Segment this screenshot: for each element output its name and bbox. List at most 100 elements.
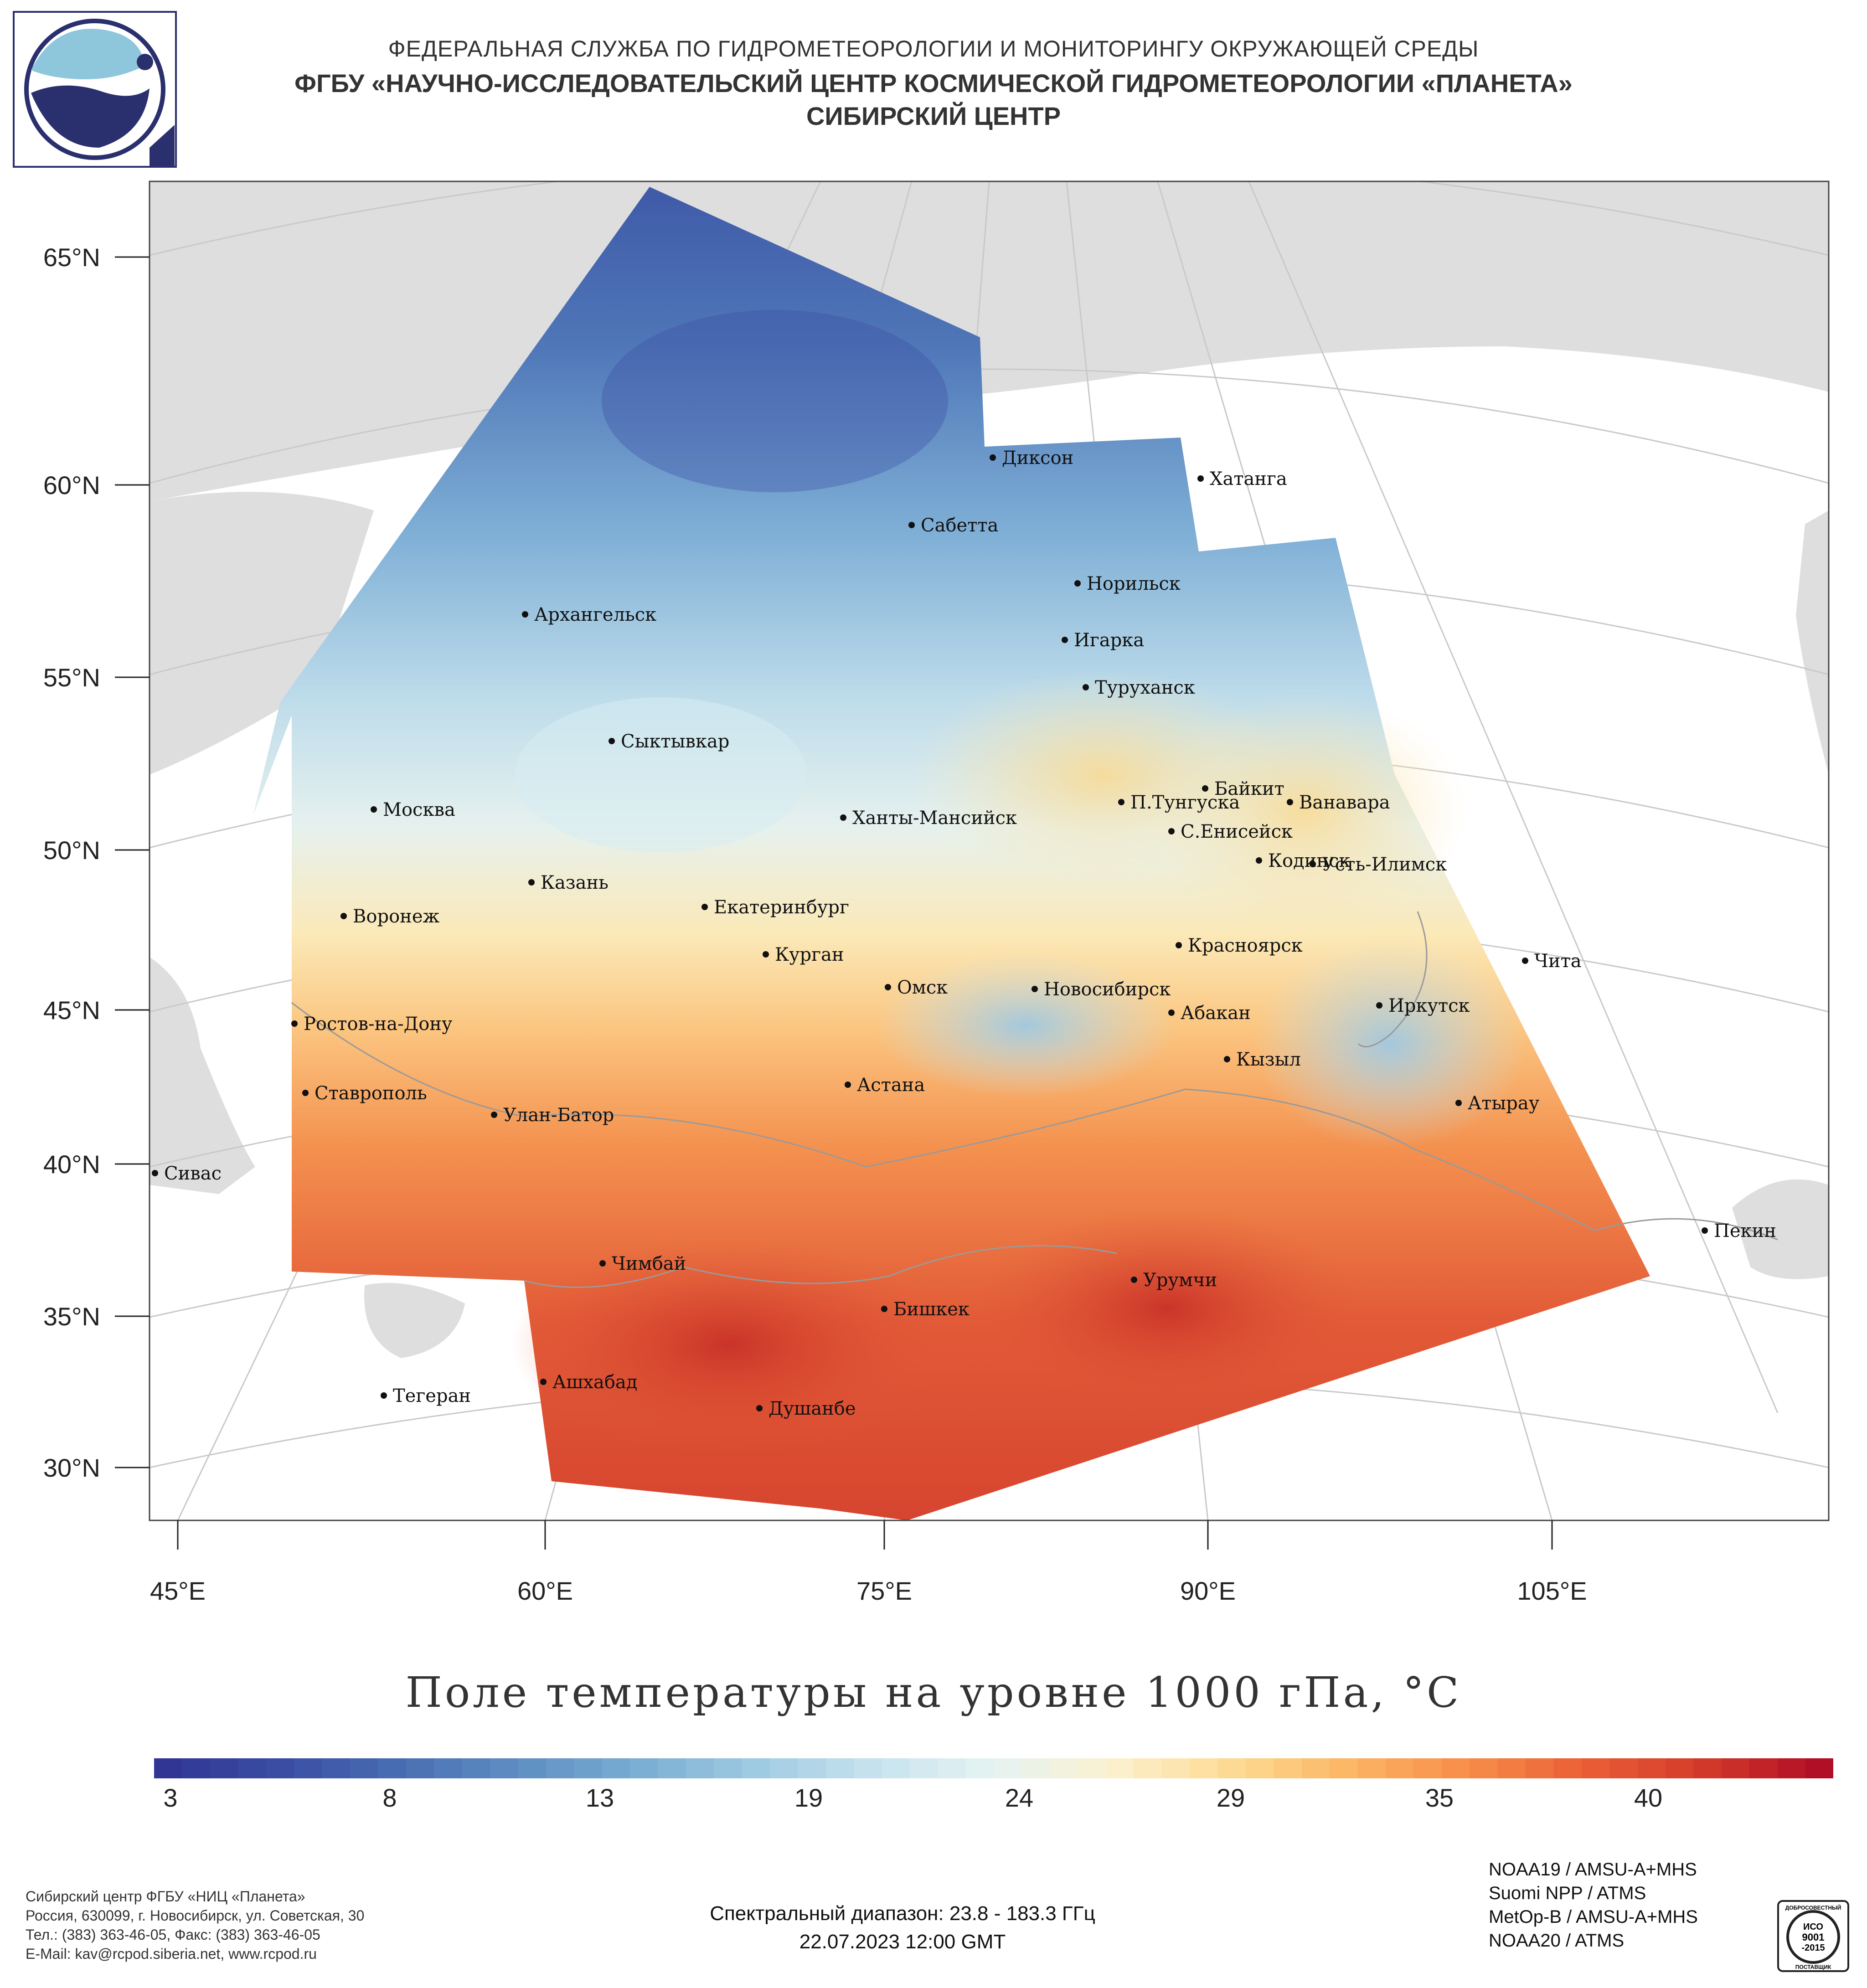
colorbar-tick: 35 — [1425, 1783, 1454, 1812]
colorbar — [154, 1758, 1834, 1778]
colorbar-swatch — [1217, 1758, 1246, 1778]
colorbar-swatch — [938, 1758, 966, 1778]
city-dot — [522, 611, 528, 618]
colorbar-swatch — [602, 1758, 630, 1778]
city-dot — [540, 1379, 547, 1385]
city-dot — [701, 904, 708, 910]
city-dot — [609, 738, 615, 744]
city-dot — [1118, 799, 1124, 805]
lat-labels: 65°N 60°N 55°N 50°N 45°N 40°N 35°N 30°N — [43, 243, 100, 1482]
city-label: Улан-Батор — [503, 1105, 614, 1126]
map-area — [150, 181, 1829, 1520]
colorbar-swatch — [1357, 1758, 1386, 1778]
city-label: Архангельск — [534, 604, 656, 625]
city-dot — [291, 1020, 298, 1027]
city-dot — [881, 1306, 887, 1312]
city-label: Атырау — [1468, 1093, 1540, 1114]
colorbar-swatch — [1581, 1758, 1610, 1778]
instrument: Suomi NPP / ATMS — [1489, 1883, 1646, 1903]
city-label: Иркутск — [1388, 995, 1470, 1016]
lon-label: 90°E — [1180, 1576, 1236, 1605]
city-dot — [1376, 1002, 1382, 1009]
lat-label: 45°N — [43, 996, 100, 1025]
city-label: С.Енисейск — [1181, 821, 1293, 842]
colorbar-swatch — [574, 1758, 602, 1778]
city-dot — [302, 1090, 309, 1096]
colorbar-swatch — [1330, 1758, 1358, 1778]
city-label: Сабетта — [921, 515, 998, 536]
lat-ticks — [115, 256, 1553, 1550]
colorbar-swatch — [769, 1758, 798, 1778]
colorbar-swatch — [1749, 1758, 1778, 1778]
colorbar-tick: 3 — [163, 1783, 178, 1812]
city-label: Чита — [1534, 951, 1582, 972]
colorbar-swatch — [546, 1758, 574, 1778]
org-line: Россия, 630099, г. Новосибирск, ул. Сове… — [26, 1907, 365, 1924]
iso-text: 9001 — [1802, 1931, 1825, 1943]
colorbar-swatch — [1245, 1758, 1274, 1778]
colorbar-swatch — [994, 1758, 1022, 1778]
city-dot — [1197, 475, 1204, 482]
colorbar-swatch — [518, 1758, 546, 1778]
colorbar-swatch — [294, 1758, 322, 1778]
city-label: Пекин — [1714, 1221, 1776, 1241]
instrument: MetOp-B / AMSU-A+MHS — [1489, 1907, 1698, 1927]
colorbar-swatch — [798, 1758, 826, 1778]
city-dot — [1256, 857, 1262, 864]
observation-datetime: 22.07.2023 12:00 GMT — [799, 1931, 1006, 1953]
colorbar-title: Поле температуры на уровне 1000 гПа, °С — [405, 1668, 1462, 1717]
city-label: Чимбай — [612, 1253, 686, 1274]
city-dot — [599, 1260, 606, 1267]
colorbar-swatch — [1553, 1758, 1582, 1778]
colorbar-swatch — [1721, 1758, 1750, 1778]
colorbar-swatch — [1637, 1758, 1666, 1778]
city-label: Ванавара — [1299, 792, 1390, 813]
city-label: Абакан — [1181, 1003, 1251, 1024]
city-dot — [1224, 1056, 1230, 1062]
city-dot — [1168, 828, 1175, 834]
city-label: Байкит — [1214, 778, 1284, 799]
header-institute: ФГБУ «НАУЧНО-ИССЛЕДОВАТЕЛЬСКИЙ ЦЕНТР КОС… — [294, 69, 1573, 98]
city-markers: Диксон Хатанга Сабетта Норильск Архангельск И… — [152, 448, 1776, 1419]
colorbar-tick: 8 — [382, 1783, 397, 1812]
lat-label: 30°N — [43, 1453, 100, 1482]
colorbar-swatch — [825, 1758, 854, 1778]
colorbar-swatch — [882, 1758, 910, 1778]
city-dot — [885, 984, 891, 990]
instrument-list: NOAA19 / AMSU-A+MHS Suomi NPP / ATMS Met… — [1489, 1858, 1698, 1952]
city-label: Хатанга — [1210, 469, 1287, 489]
city-dot — [1131, 1277, 1137, 1283]
city-label: Курган — [775, 944, 844, 965]
colorbar-tick: 40 — [1634, 1783, 1663, 1812]
colorbar-swatch — [1665, 1758, 1694, 1778]
org-line: Сибирский центр ФГБУ «НИЦ «Планета» — [26, 1888, 305, 1905]
city-dot — [1074, 580, 1081, 587]
colorbar-swatch — [854, 1758, 882, 1778]
city-dot — [990, 454, 996, 461]
city-label: Красноярск — [1188, 935, 1303, 956]
colorbar-swatch — [1301, 1758, 1330, 1778]
acquisition-info: Спектральный диапазон: 23.8 - 183.3 ГГц … — [675, 1900, 1130, 1956]
city-label: Кодинск — [1268, 850, 1350, 871]
colorbar-swatch — [378, 1758, 406, 1778]
colorbar-tick: 19 — [794, 1783, 823, 1812]
lon-label: 105°E — [1517, 1576, 1587, 1605]
lon-labels: 45°E 60°E 75°E 90°E 105°E — [150, 1576, 1587, 1605]
iso-text: ДОБРОСОВЕСТНЫЙ — [1785, 1904, 1841, 1911]
city-label: Москва — [383, 799, 455, 820]
city-dot — [1083, 684, 1089, 690]
colorbar-tick: 29 — [1216, 1783, 1245, 1812]
colorbar-swatch — [1413, 1758, 1442, 1778]
colorbar-swatch — [1470, 1758, 1498, 1778]
colorbar-swatch — [1805, 1758, 1834, 1778]
org-line: E-Mail: kav@rcpod.siberia.net, www.rcpod… — [26, 1946, 317, 1962]
colorbar-swatch — [1190, 1758, 1218, 1778]
colorbar-swatch — [1161, 1758, 1190, 1778]
city-dot — [1455, 1100, 1462, 1106]
instrument: NOAA19 / AMSU-A+MHS — [1489, 1859, 1697, 1880]
colorbar-swatch — [1441, 1758, 1470, 1778]
city-dot — [381, 1392, 387, 1399]
lat-label: 65°N — [43, 243, 100, 272]
city-label: Ашхабад — [552, 1372, 637, 1393]
city-dot — [491, 1112, 497, 1118]
